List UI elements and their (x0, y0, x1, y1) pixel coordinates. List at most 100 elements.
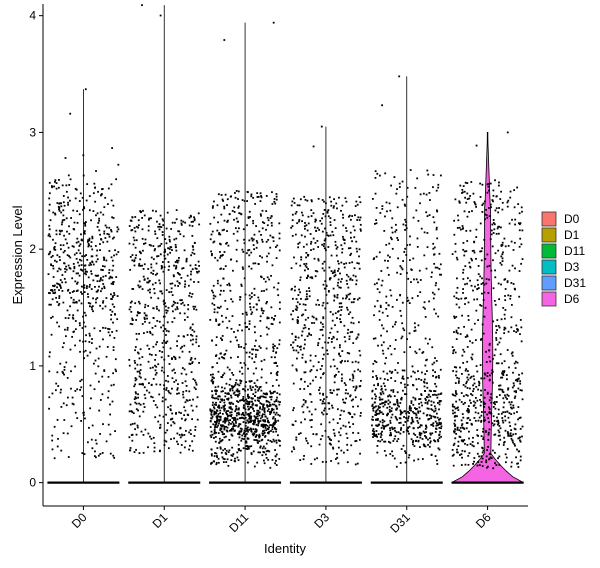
data-point (193, 281, 195, 283)
data-point (72, 270, 75, 273)
data-point (499, 262, 502, 264)
data-point (241, 372, 244, 375)
data-point (237, 408, 240, 411)
data-point (503, 441, 505, 444)
data-point (510, 413, 513, 416)
data-point (225, 410, 228, 413)
legend-item-d0: D0 (541, 211, 580, 227)
data-point (423, 380, 425, 383)
data-point (464, 336, 467, 338)
data-point (238, 212, 241, 215)
data-point (188, 224, 191, 227)
data-point (414, 326, 416, 329)
data-point (493, 299, 496, 302)
data-point (510, 406, 512, 409)
data-point (322, 393, 325, 396)
data-point (247, 408, 250, 411)
data-point (157, 245, 160, 248)
data-point (332, 389, 335, 392)
data-point (102, 326, 104, 329)
data-point (134, 367, 137, 370)
data-point (346, 332, 349, 335)
data-point (220, 352, 222, 355)
data-point (500, 255, 503, 258)
data-point (371, 397, 374, 400)
data-point (160, 356, 163, 359)
data-point (87, 245, 90, 248)
data-point (344, 392, 347, 395)
data-point (519, 389, 522, 392)
data-point (48, 370, 51, 373)
data-point (404, 421, 407, 423)
data-point (296, 204, 299, 207)
data-point (268, 404, 271, 407)
data-point (382, 370, 385, 373)
data-point (511, 351, 514, 354)
data-point (402, 223, 405, 226)
data-point (460, 464, 463, 466)
data-point (455, 315, 458, 318)
data-point (514, 288, 516, 291)
data-point (69, 256, 72, 259)
data-point (515, 331, 518, 334)
data-point (109, 433, 112, 436)
data-point (173, 368, 175, 371)
data-point (506, 410, 509, 413)
data-point (74, 365, 76, 368)
data-point (67, 456, 70, 458)
data-point (371, 415, 374, 418)
data-point (67, 174, 70, 177)
data-point (176, 387, 179, 390)
data-point (139, 372, 141, 375)
data-point (439, 423, 442, 425)
data-point (407, 411, 409, 413)
data-point (382, 352, 385, 355)
data-point (489, 412, 492, 414)
data-point (412, 383, 414, 386)
data-point (510, 326, 513, 329)
data-point (453, 349, 456, 351)
data-point (82, 340, 84, 343)
data-point (161, 292, 164, 295)
data-point (360, 398, 362, 401)
data-point (375, 219, 378, 221)
data-point (102, 283, 105, 285)
data-point (129, 423, 132, 426)
data-point (213, 430, 216, 433)
data-point (479, 304, 482, 306)
data-point (194, 429, 197, 431)
data-point (67, 288, 70, 291)
data-point (496, 416, 498, 419)
data-point (393, 437, 396, 440)
data-point (155, 365, 158, 368)
data-point (194, 388, 197, 391)
data-point (493, 423, 496, 426)
data-point (215, 354, 218, 357)
data-point (479, 275, 482, 278)
data-point (519, 436, 521, 439)
data-point (55, 296, 57, 299)
data-point (260, 307, 263, 310)
data-point (161, 366, 164, 369)
data-point (489, 374, 491, 377)
data-point (302, 458, 305, 461)
data-point (215, 393, 217, 395)
data-point (451, 409, 454, 412)
data-point (391, 231, 394, 234)
data-point (225, 449, 228, 452)
data-point (244, 411, 247, 414)
data-point (212, 284, 215, 287)
data-point (64, 267, 66, 270)
data-point (251, 397, 254, 400)
data-point (513, 390, 516, 393)
data-point (480, 394, 482, 397)
data-point (72, 298, 75, 301)
data-point (275, 411, 278, 414)
data-point (152, 345, 155, 348)
data-point (237, 394, 240, 396)
data-point (91, 248, 94, 251)
data-point (440, 435, 443, 438)
data-point (521, 372, 524, 375)
data-point (504, 394, 506, 397)
data-point (273, 317, 276, 320)
